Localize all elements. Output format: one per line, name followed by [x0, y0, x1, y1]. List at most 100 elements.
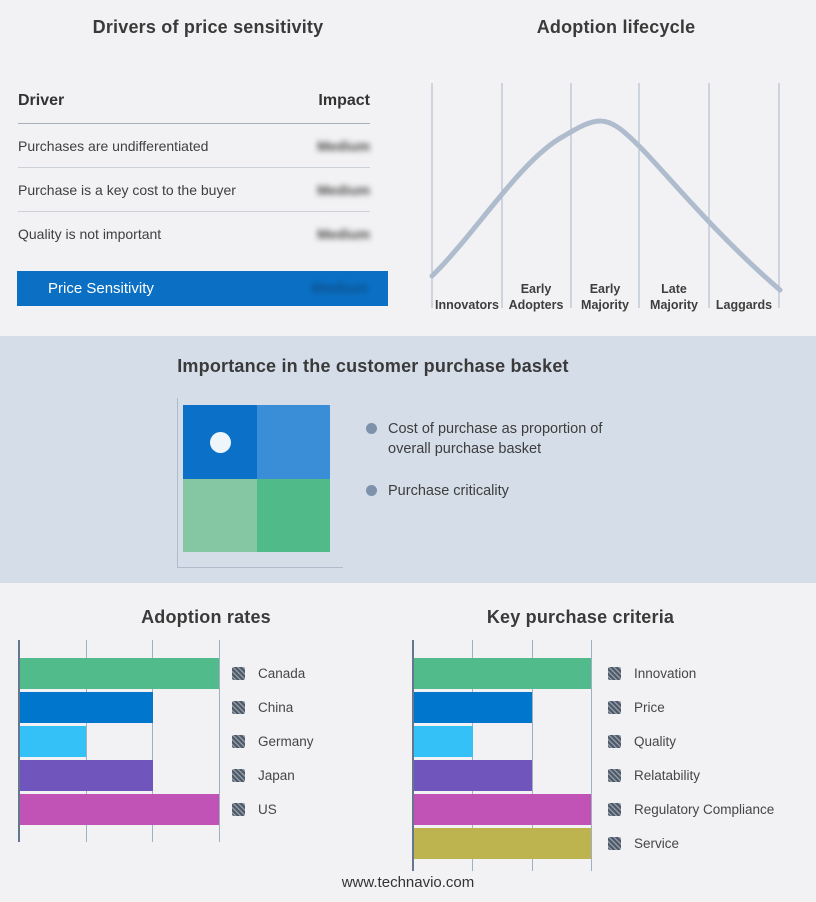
key-purchase-criteria-legend: Innovation Price Quality Relatability Regula…: [608, 640, 774, 862]
legend-item: Quality: [608, 726, 774, 757]
impact-cell: Medium: [317, 181, 370, 198]
legend-item: China: [232, 692, 314, 723]
drivers-panel-title: Drivers of price sensitivity: [92, 17, 324, 37]
bottom-section: Adoption rates Canada China Germany Japan US…: [0, 583, 816, 902]
adoption-rates-bars: [20, 658, 220, 828]
bar-service: [414, 828, 591, 859]
bar-innovation: [414, 658, 591, 689]
adoption-rates-plot: [18, 640, 220, 842]
purchase-basket-matrix: [183, 405, 330, 552]
table-row: Quality is not important Medium: [18, 212, 370, 256]
bar-row: [414, 794, 592, 825]
bullet-dot-icon: [366, 423, 377, 434]
stage-label: Early Majority: [581, 281, 629, 312]
legend-item: Germany: [232, 726, 314, 757]
bar-row: [414, 692, 592, 723]
column-header-driver: Driver: [18, 92, 65, 109]
driver-cell: Purchases are undifferentiated: [18, 137, 209, 154]
legend-label: Regulatory Compliance: [634, 802, 775, 817]
stage-label: Laggards: [715, 297, 773, 312]
bar-quality: [414, 726, 473, 757]
hatched-swatch-icon: [608, 803, 621, 816]
matrix-quadrant-bottom-right: [256, 478, 330, 552]
hatched-swatch-icon: [608, 769, 621, 782]
impact-cell: Medium: [317, 137, 370, 154]
hatched-swatch-icon: [608, 701, 621, 714]
summary-impact-value: Medium: [311, 280, 368, 297]
summary-label: Price Sensitivity: [48, 280, 154, 297]
bullet-text: Purchase criticality: [388, 483, 509, 499]
bar-row: [20, 726, 220, 757]
table-row: Purchase is a key cost to the buyer Mediu…: [18, 168, 370, 212]
bar-canada: [20, 658, 219, 689]
purchase-basket-section: [0, 336, 816, 583]
impact-cell: Medium: [317, 226, 370, 242]
matrix-quadrant-bottom-left: [183, 478, 257, 552]
matrix-y-axis: [177, 398, 178, 568]
legend-label: Innovation: [634, 666, 697, 681]
bar-row: [20, 794, 220, 825]
bullet-dot-icon: [366, 485, 377, 496]
bar-row: [414, 760, 592, 791]
bar-row: [414, 726, 592, 757]
table-row: Purchases are undifferentiated Medium: [18, 124, 370, 168]
legend-item: Service: [608, 828, 774, 859]
stage-label: Early Adopters: [508, 281, 564, 312]
hatched-swatch-icon: [232, 735, 245, 748]
hatched-swatch-icon: [232, 769, 245, 782]
top-section: Drivers of price sensitivity Driver Impa…: [0, 0, 816, 336]
bullet-text: Cost of purchase as proportion of overal…: [388, 421, 603, 457]
matrix-position-dot: [210, 432, 231, 453]
lifecycle-panel-title: Adoption lifecycle: [536, 17, 696, 37]
hatched-swatch-icon: [232, 667, 245, 680]
bar-row: [20, 692, 220, 723]
legend-item: Canada: [232, 658, 314, 689]
hatched-swatch-icon: [608, 837, 621, 850]
adoption-rates-title: Adoption rates: [141, 607, 271, 627]
lifecycle-curve-svg: [429, 83, 783, 308]
driver-cell: Quality is not important: [18, 226, 162, 242]
table-body: Purchases are undifferentiated Medium Purc…: [18, 124, 370, 256]
criteria-bars: [414, 658, 592, 862]
bullet-item: Cost of purchase as proportion of overal…: [366, 419, 636, 459]
matrix-quadrant-top-right: [256, 405, 330, 479]
gridline: [591, 640, 592, 871]
gridline: [152, 640, 153, 842]
legend-label: Japan: [258, 768, 295, 783]
lifecycle-gridlines: [431, 83, 780, 308]
bar-japan: [20, 760, 153, 791]
key-purchase-criteria-title: Key purchase criteria: [486, 607, 675, 627]
legend-label: Relatability: [634, 768, 701, 783]
hatched-swatch-icon: [608, 667, 621, 680]
gridline: [86, 640, 87, 842]
legend-label: Service: [634, 836, 680, 851]
adoption-rates-y-axis: [18, 640, 20, 842]
legend-label: Price: [634, 700, 665, 715]
criteria-y-axis: [412, 640, 414, 871]
adoption-lifecycle-chart: Innovators Early Adopters Early Majority Late…: [416, 75, 816, 315]
column-header-impact: Impact: [318, 92, 370, 109]
basket-panel-title: Importance in the customer purchase bask…: [177, 356, 569, 376]
legend-item: Price: [608, 692, 774, 723]
hatched-swatch-icon: [608, 735, 621, 748]
adoption-rates-legend: Canada China Germany Japan US: [232, 640, 314, 828]
legend-item: Innovation: [608, 658, 774, 689]
key-purchase-criteria-plot: [412, 640, 592, 871]
bar-regulatory-compliance: [414, 794, 591, 825]
basket-bullet-list: Cost of purchase as proportion of overal…: [366, 419, 636, 523]
table-header-row: Driver Impact: [18, 92, 370, 124]
driver-cell: Purchase is a key cost to the buyer: [18, 181, 236, 198]
stage-label: Innovators: [435, 297, 499, 312]
bar-china: [20, 692, 153, 723]
bar-us: [20, 794, 219, 825]
bar-price: [414, 692, 532, 723]
legend-item: Regulatory Compliance: [608, 794, 774, 825]
legend-item: Relatability: [608, 760, 774, 791]
legend-label: China: [258, 700, 294, 715]
legend-item: Japan: [232, 760, 314, 791]
legend-label: US: [258, 802, 277, 817]
hatched-swatch-icon: [232, 701, 245, 714]
stage-label: Late Majority: [650, 281, 698, 312]
legend-item: US: [232, 794, 314, 825]
gridline: [532, 640, 533, 871]
